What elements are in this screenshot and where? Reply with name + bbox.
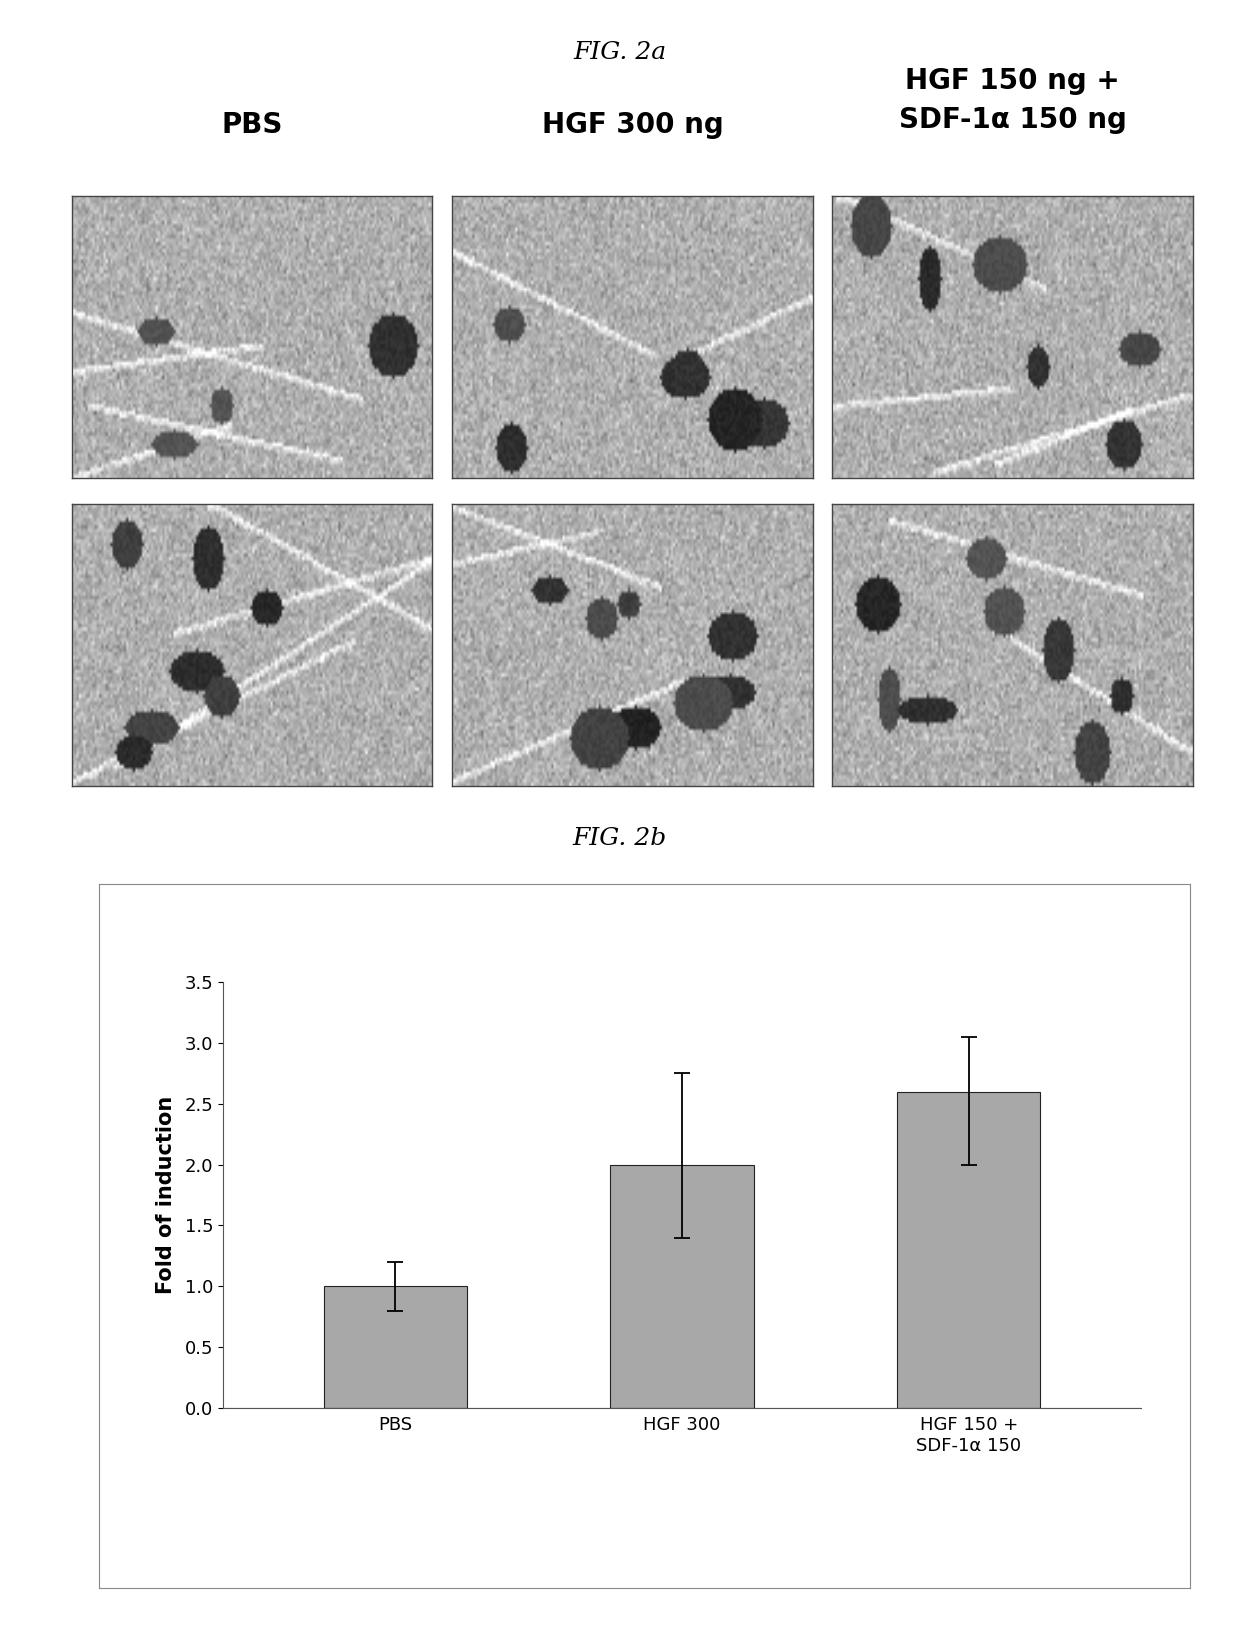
Y-axis label: Fold of induction: Fold of induction (156, 1095, 176, 1295)
Bar (897, 1092, 1040, 1408)
Text: HGF 150 ng +: HGF 150 ng + (905, 67, 1120, 95)
Text: HGF 300 ng: HGF 300 ng (542, 111, 723, 139)
Text: SDF-1α 150 ng: SDF-1α 150 ng (899, 106, 1127, 134)
Bar (324, 1287, 467, 1408)
Text: FIG. 2b: FIG. 2b (573, 827, 667, 850)
Text: FIG. 2a: FIG. 2a (573, 41, 667, 64)
Text: PBS: PBS (222, 111, 283, 139)
Bar (610, 1164, 754, 1408)
